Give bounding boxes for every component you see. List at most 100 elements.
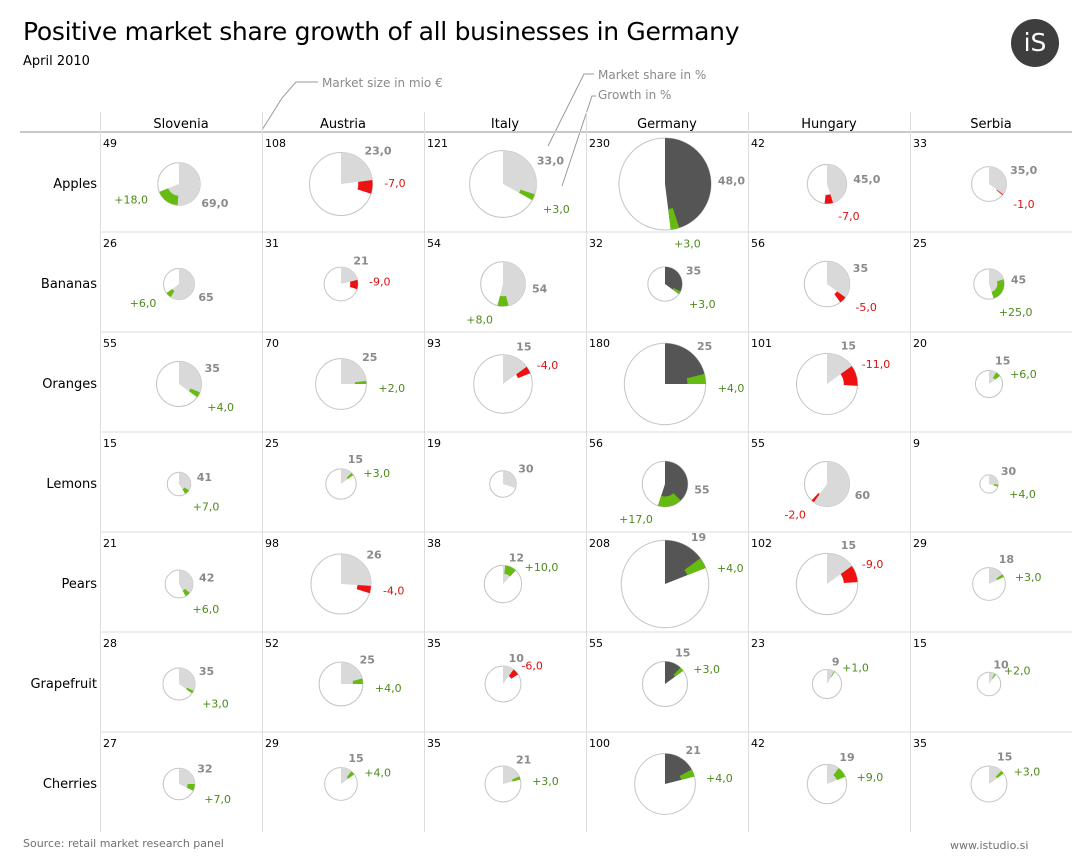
growth-wedge-pears-italy: [504, 565, 516, 577]
market-size-lemons-austria: 25: [265, 437, 279, 450]
website-link[interactable]: www.istudio.si: [950, 839, 1029, 852]
share-label-apples-austria: 23,0: [364, 145, 391, 158]
growth-wedge-cherries-austria: [346, 771, 355, 779]
share-label-cherries-italy: 21: [516, 754, 531, 767]
market-size-cherries-germany: 100: [589, 737, 610, 750]
column-header-hungary: Hungary: [801, 117, 857, 132]
growth-label-lemons-germany: +17,0: [619, 513, 653, 526]
share-label-apples-germany: 48,0: [718, 174, 745, 187]
share-wedge-bananas-italy: [497, 261, 526, 307]
growth-label-oranges-austria: +2,0: [378, 382, 405, 395]
chart-subtitle: April 2010: [23, 54, 90, 69]
row-label-grapefruit: Grapefruit: [30, 677, 97, 692]
growth-wedge-oranges-slovenia: [189, 388, 200, 398]
growth-wedge-lemons-austria: [346, 472, 354, 480]
market-size-grapefruit-hungary: 23: [751, 637, 765, 650]
share-wedge-bananas-germany: [665, 266, 683, 295]
growth-label-pears-serbia: +3,0: [1015, 571, 1042, 584]
share-wedge-oranges-austria: [341, 358, 367, 384]
growth-label-cherries-hungary: +9,0: [857, 771, 884, 784]
share-label-apples-serbia: 35,0: [1010, 164, 1037, 177]
share-wedge-apples-hungary: [827, 164, 847, 203]
share-label-oranges-germany: 25: [697, 340, 712, 353]
growth-wedge-apples-hungary: [824, 194, 834, 204]
column-header-austria: Austria: [320, 117, 366, 132]
market-size-grapefruit-austria: 52: [265, 637, 279, 650]
share-label-cherries-austria: 15: [348, 752, 363, 765]
market-size-oranges-serbia: 20: [913, 337, 927, 350]
share-label-grapefruit-austria: 25: [360, 653, 375, 666]
market-size-grapefruit-slovenia: 28: [103, 637, 117, 650]
market-size-cherries-slovenia: 27: [103, 737, 117, 750]
growth-wedge-grapefruit-austria: [352, 678, 363, 684]
market-size-bananas-slovenia: 26: [103, 237, 117, 250]
share-wedge-oranges-germany: [665, 343, 706, 384]
share-label-grapefruit-slovenia: 35: [199, 665, 214, 678]
share-wedge-grapefruit-italy: [503, 666, 514, 684]
growth-label-bananas-slovenia: +6,0: [130, 297, 157, 310]
growth-wedge-apples-italy: [519, 189, 535, 201]
growth-wedge-lemons-slovenia: [182, 487, 189, 494]
share-wedge-lemons-hungary: [813, 461, 850, 507]
growth-wedge-pears-austria: [356, 585, 371, 594]
market-size-lemons-italy: 19: [427, 437, 441, 450]
share-wedge-oranges-slovenia: [179, 361, 202, 398]
market-size-oranges-hungary: 101: [751, 337, 772, 350]
growth-wedge-bananas-austria: [349, 279, 358, 290]
growth-label-cherries-germany: +4,0: [706, 772, 733, 785]
growth-wedge-apples-germany: [668, 208, 680, 230]
growth-label-grapefruit-austria: +4,0: [375, 682, 402, 695]
share-label-pears-austria: 26: [366, 549, 382, 562]
growth-wedge-cherries-hungary: [833, 768, 846, 781]
share-wedge-apples-serbia: [989, 166, 1007, 195]
share-label-pears-slovenia: 42: [199, 571, 214, 584]
share-label-pears-germany: 19: [691, 531, 706, 544]
legend-share-leader: [547, 73, 594, 147]
share-label-bananas-italy: 54: [532, 282, 548, 295]
share-wedge-pears-germany: [665, 540, 706, 584]
growth-label-bananas-austria: -9,0: [369, 275, 390, 288]
share-wedge-oranges-italy: [503, 354, 527, 384]
legend-growth-label: Growth in %: [598, 88, 672, 102]
share-label-pears-italy: 12: [509, 551, 524, 564]
column-header-germany: Germany: [637, 117, 697, 132]
growth-wedge-oranges-hungary: [840, 366, 858, 386]
column-header-slovenia: Slovenia: [153, 117, 208, 132]
chart-title: Positive market share growth of all busi…: [23, 17, 740, 46]
row-label-pears: Pears: [62, 577, 98, 592]
market-size-apples-austria: 108: [265, 137, 286, 150]
market-size-pears-hungary: 102: [751, 537, 772, 550]
share-wedge-pears-hungary: [827, 553, 852, 584]
market-size-lemons-hungary: 55: [751, 437, 765, 450]
share-label-bananas-serbia: 45: [1011, 274, 1026, 287]
share-label-cherries-hungary: 19: [839, 751, 854, 764]
growth-label-cherries-slovenia: +7,0: [204, 793, 231, 806]
share-wedge-grapefruit-austria: [341, 662, 363, 684]
growth-label-grapefruit-serbia: +2,0: [1004, 664, 1031, 677]
market-size-oranges-slovenia: 55: [103, 337, 117, 350]
growth-label-pears-slovenia: +6,0: [193, 603, 220, 616]
growth-wedge-grapefruit-serbia: [992, 673, 996, 679]
column-header-serbia: Serbia: [970, 117, 1011, 132]
row-label-oranges: Oranges: [42, 377, 97, 392]
market-size-oranges-austria: 70: [265, 337, 279, 350]
share-label-oranges-italy: 15: [516, 340, 531, 353]
growth-wedge-cherries-germany: [679, 769, 695, 780]
column-header-italy: Italy: [491, 117, 520, 132]
growth-label-pears-italy: +10,0: [525, 561, 559, 574]
share-label-cherries-serbia: 15: [997, 750, 1012, 763]
share-wedge-lemons-germany: [657, 461, 688, 507]
growth-wedge-pears-germany: [684, 558, 706, 576]
growth-wedge-bananas-germany: [672, 288, 681, 295]
growth-label-bananas-italy: +8,0: [466, 313, 493, 326]
share-wedge-pears-austria: [341, 553, 372, 586]
share-label-oranges-austria: 25: [362, 351, 377, 364]
share-wedge-lemons-serbia: [989, 474, 999, 487]
growth-label-bananas-serbia: +25,0: [999, 306, 1033, 319]
share-label-lemons-slovenia: 41: [197, 471, 212, 484]
legend-market-share-label: Market share in %: [598, 68, 707, 82]
growth-wedge-pears-slovenia: [182, 588, 190, 597]
growth-wedge-grapefruit-hungary: [830, 671, 835, 678]
growth-wedge-pears-hungary: [840, 565, 858, 583]
growth-wedge-grapefruit-slovenia: [186, 687, 194, 694]
